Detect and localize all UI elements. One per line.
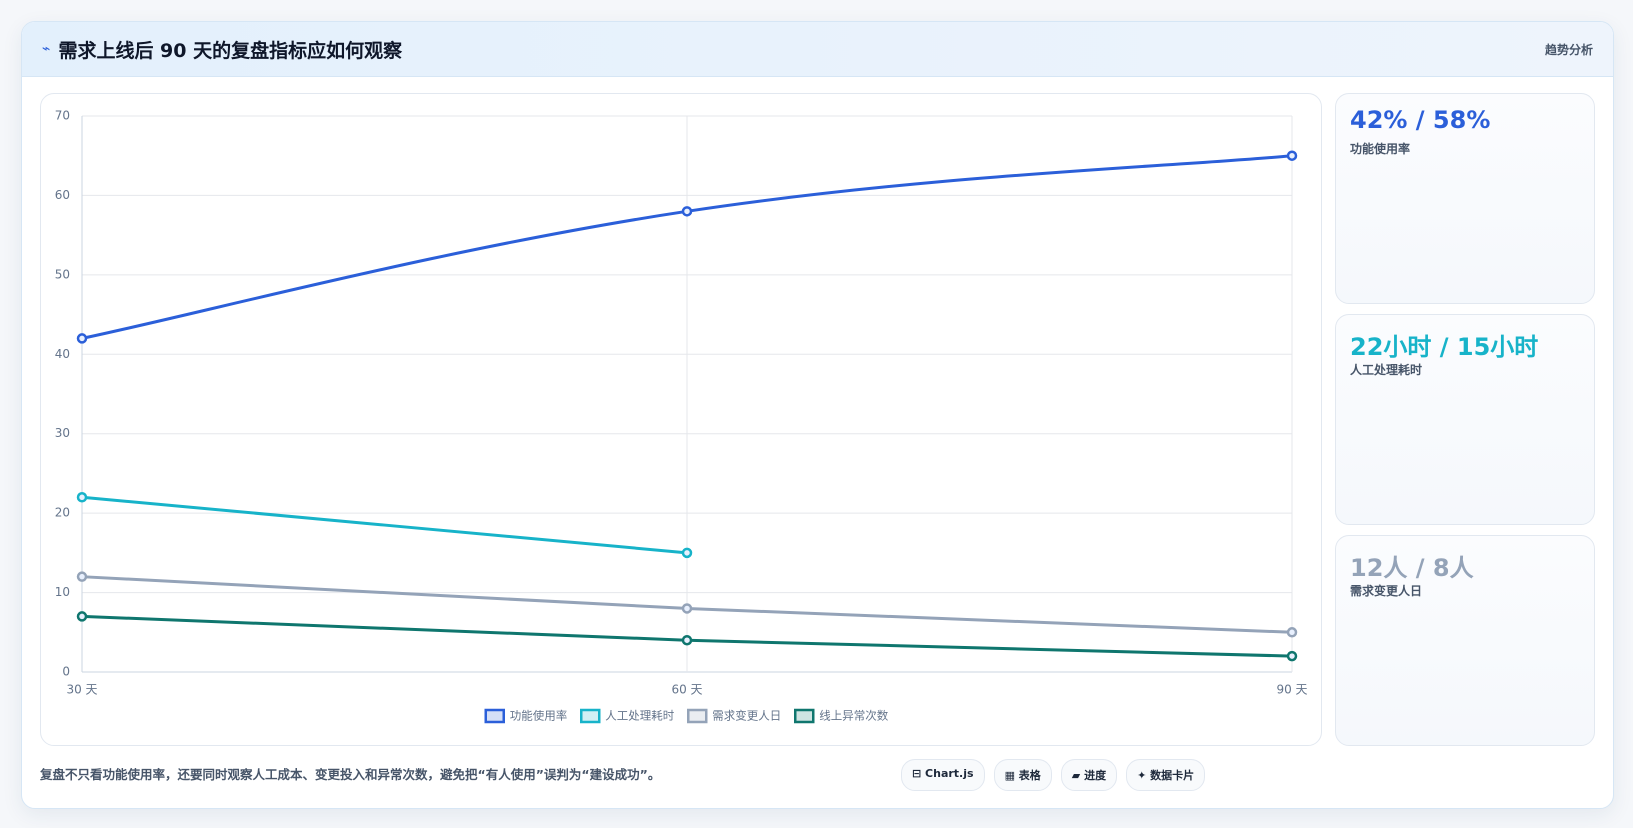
footer-buttons: ⊟ Chart.js ▦ 表格 ▰ 进度 ✦ 数据卡片 — [901, 759, 1206, 791]
legend-item: 功能使用率 — [484, 708, 568, 724]
series-line — [81, 495, 688, 555]
point — [76, 611, 88, 622]
legend-item: 线上异常次数 — [794, 708, 889, 724]
legend-label: 线上异常次数 — [819, 709, 888, 723]
view-button[interactable]: ▦ 表格 — [993, 759, 1052, 791]
title: 需求上线后 90 天的复盘指标应如何观察 — [58, 39, 403, 62]
metric-label: 功能使用率 — [1350, 142, 1411, 156]
dashboard-card: ⌁ 需求上线后 90 天的复盘指标应如何观察 趋势分析 0 10 20 30 40 50 6… — [21, 21, 1614, 809]
footer-note: 复盘不只看功能使用率，还要同时观察人工成本、变更投入和异常次数，避免把“有人使用… — [40, 767, 661, 782]
point — [681, 547, 693, 559]
x-tick-label: 90 天 — [1276, 683, 1307, 697]
view-button[interactable]: ✦ 数据卡片 — [1126, 759, 1206, 791]
point — [681, 206, 693, 217]
legend-label: 人工处理耗时 — [605, 709, 674, 723]
x-tick-label: 60 天 — [671, 683, 702, 697]
y-tick-label: 20 — [55, 506, 70, 520]
y-tick-label: 40 — [55, 347, 70, 361]
point — [681, 634, 693, 646]
y-tick-label: 60 — [55, 188, 70, 202]
metric-value: 42% / 58% — [1350, 106, 1491, 134]
legend-swatch — [484, 708, 505, 724]
point — [76, 571, 88, 582]
metric-card: 12人 / 8人需求变更人日 — [1335, 535, 1595, 746]
y-tick-label: 0 — [62, 665, 70, 679]
header-icon: ⌁ — [42, 41, 51, 57]
y-tick-label: 70 — [55, 109, 70, 123]
legend-label: 需求变更人日 — [712, 709, 781, 723]
legend: 功能使用率 人工处理耗时 需求变更人日 线上异常次数 — [484, 708, 889, 724]
view-button[interactable]: ⊟ Chart.js — [901, 759, 985, 791]
metric-value: 22小时 / 15小时 — [1350, 333, 1539, 361]
legend-label: 功能使用率 — [510, 709, 568, 723]
x-tick-label: 30 天 — [66, 683, 97, 697]
tag: 趋势分析 — [1544, 42, 1593, 57]
metric-label: 人工处理耗时 — [1350, 363, 1423, 377]
point — [1286, 150, 1298, 161]
chart-panel: 0 10 20 30 40 50 60 70 30 天 60 天 90 天功能使用率 人工处理耗时 需求… — [40, 93, 1322, 746]
legend-item: 需求变更人日 — [687, 708, 781, 724]
legend-item: 人工处理耗时 — [580, 708, 675, 724]
view-button[interactable]: ▰ 进度 — [1060, 759, 1118, 791]
legend-swatch — [580, 708, 601, 724]
y-tick-label: 50 — [55, 267, 70, 281]
legend-swatch — [687, 708, 708, 724]
point — [1286, 627, 1298, 638]
point — [76, 333, 88, 344]
y-tick-label: 10 — [55, 585, 70, 599]
metric-value: 12人 / 8人 — [1350, 554, 1474, 582]
metric-card: 22小时 / 15小时人工处理耗时 — [1335, 314, 1595, 525]
legend-swatch — [794, 708, 815, 724]
point — [681, 603, 693, 614]
point — [76, 492, 88, 503]
metric-label: 需求变更人日 — [1350, 584, 1423, 598]
y-tick-label: 30 — [55, 426, 70, 440]
point — [1286, 650, 1298, 662]
header: ⌁ 需求上线后 90 天的复盘指标应如何观察 趋势分析 — [22, 22, 1613, 77]
metric-card: 42% / 58% 功能使用率 — [1335, 93, 1595, 304]
